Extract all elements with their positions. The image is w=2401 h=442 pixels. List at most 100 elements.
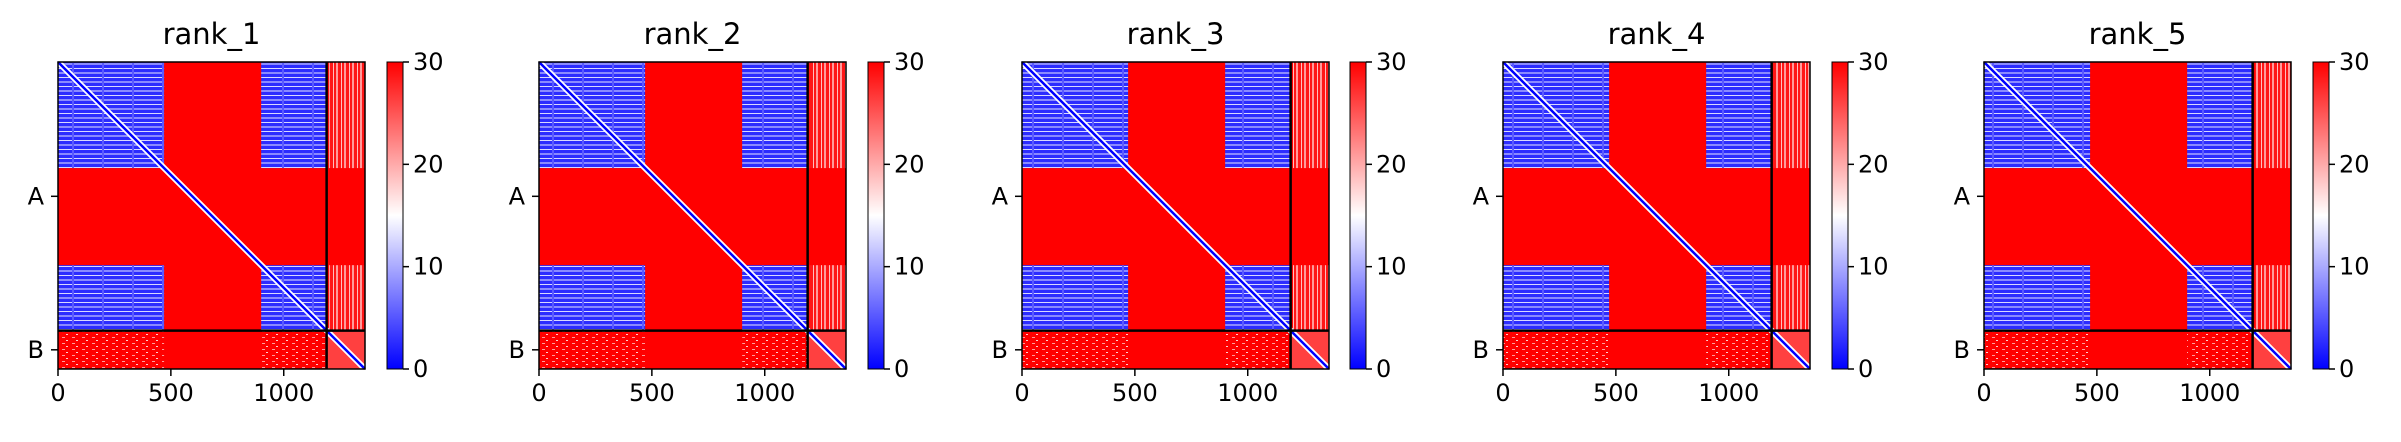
- colorbar-tick-label: 30: [1376, 48, 1407, 76]
- colorbar-tick-label: 20: [894, 150, 925, 178]
- heatmap-blue-block: [261, 62, 327, 169]
- colorbar: [2312, 61, 2330, 370]
- colorbar-tick-label: 10: [894, 253, 925, 281]
- heatmap-chainb-row: [1022, 330, 1129, 369]
- y-tick-label: B: [28, 336, 44, 364]
- heatmap-blue-block: [58, 265, 165, 331]
- colorbar-tick-label: 30: [894, 48, 925, 76]
- panel-title: rank_3: [1127, 17, 1225, 51]
- heatmap-chainb-row: [2187, 330, 2253, 369]
- x-tick-label: 500: [629, 379, 675, 407]
- heatmap-diagonal: [1502, 61, 1811, 370]
- heatmap-chainb-row: [58, 330, 165, 369]
- heatmap-light-band: [2254, 62, 2291, 169]
- colorbar-tick-label: 0: [1376, 355, 1391, 383]
- heatmap-blue-block: [2187, 62, 2253, 169]
- colorbar-tick-label: 30: [1858, 48, 1889, 76]
- colorbar-tick-label: 0: [413, 355, 428, 383]
- colorbar: [867, 61, 885, 370]
- colorbar-tick-label: 10: [1376, 253, 1407, 281]
- heatmap-blue-block: [1984, 265, 2091, 331]
- colorbar-tick-label: 20: [1858, 150, 1889, 178]
- x-tick-label: 1000: [1217, 379, 1278, 407]
- axes-frame: [1983, 61, 2292, 370]
- colorbar-tick-label: 0: [1858, 355, 1873, 383]
- y-tick-label: A: [1473, 182, 1490, 210]
- axes-frame: [1021, 61, 1330, 370]
- axes-frame: [538, 61, 847, 370]
- x-tick-label: 0: [1014, 379, 1029, 407]
- colorbar-tick-label: 0: [894, 355, 909, 383]
- colorbar: [1831, 61, 1849, 370]
- x-tick-label: 0: [531, 379, 546, 407]
- panel-title: rank_1: [163, 17, 261, 51]
- heatmap-light-band: [328, 265, 365, 331]
- colorbar-tick-label: 20: [1376, 150, 1407, 178]
- colorbar-tick-label: 30: [413, 48, 444, 76]
- heatmap-blue-block: [1225, 62, 1291, 169]
- heatmap-diagonal: [538, 61, 847, 370]
- heatmap-light-band: [1773, 62, 1810, 169]
- colorbar-tick-label: 10: [2339, 253, 2370, 281]
- x-tick-label: 1000: [1698, 379, 1759, 407]
- heatmap-diagonal: [1983, 61, 2292, 370]
- heatmap-chainb-row: [1225, 330, 1291, 369]
- heatmap-blue-block: [742, 62, 808, 169]
- y-tick-label: A: [28, 182, 45, 210]
- x-tick-label: 1000: [734, 379, 795, 407]
- axes-frame: [57, 61, 366, 370]
- heatmap-light-band: [1292, 265, 1329, 331]
- heatmap-light-band: [809, 265, 846, 331]
- x-tick-label: 500: [2074, 379, 2120, 407]
- heatmap-light-band: [328, 62, 365, 169]
- heatmap-light-band: [1773, 265, 1810, 331]
- colorbar-tick-label: 0: [2339, 355, 2354, 383]
- heatmap-chainb-row: [1503, 330, 1610, 369]
- heatmap-blue-block: [1706, 62, 1772, 169]
- x-tick-label: 500: [148, 379, 194, 407]
- x-tick-label: 1000: [2179, 379, 2240, 407]
- x-tick-label: 0: [1495, 379, 1510, 407]
- y-tick-label: A: [992, 182, 1009, 210]
- x-tick-label: 500: [1112, 379, 1158, 407]
- colorbar: [1349, 61, 1367, 370]
- heatmap-light-band: [1292, 62, 1329, 169]
- colorbar-tick-label: 20: [2339, 150, 2370, 178]
- heatmap-blue-block: [539, 265, 646, 331]
- x-tick-label: 0: [1976, 379, 1991, 407]
- heatmap-light-band: [809, 62, 846, 169]
- heatmap-diagonal: [1021, 61, 1330, 370]
- heatmap-light-band: [2254, 265, 2291, 331]
- y-tick-label: A: [509, 182, 526, 210]
- y-tick-label: B: [509, 336, 525, 364]
- heatmap-chainb-row: [539, 330, 646, 369]
- y-tick-label: B: [1954, 336, 1970, 364]
- heatmap-blue-block: [1503, 265, 1610, 331]
- heatmap-chainb-row: [1706, 330, 1772, 369]
- x-tick-label: 0: [50, 379, 65, 407]
- panel-title: rank_5: [2089, 17, 2187, 51]
- heatmap-blue-block: [1022, 265, 1129, 331]
- colorbar-tick-label: 10: [413, 253, 444, 281]
- colorbar-tick-label: 20: [413, 150, 444, 178]
- heatmap-chainb-row: [261, 330, 327, 369]
- heatmap-chainb-row: [742, 330, 808, 369]
- y-tick-label: B: [992, 336, 1008, 364]
- panel-title: rank_4: [1608, 17, 1706, 51]
- panel-title: rank_2: [644, 17, 742, 51]
- colorbar-tick-label: 30: [2339, 48, 2370, 76]
- heatmap-chainb-row: [1984, 330, 2091, 369]
- heatmap-diagonal: [57, 61, 366, 370]
- axes-frame: [1502, 61, 1811, 370]
- colorbar: [386, 61, 404, 370]
- y-tick-label: A: [1954, 182, 1971, 210]
- x-tick-label: 1000: [253, 379, 314, 407]
- y-tick-label: B: [1473, 336, 1489, 364]
